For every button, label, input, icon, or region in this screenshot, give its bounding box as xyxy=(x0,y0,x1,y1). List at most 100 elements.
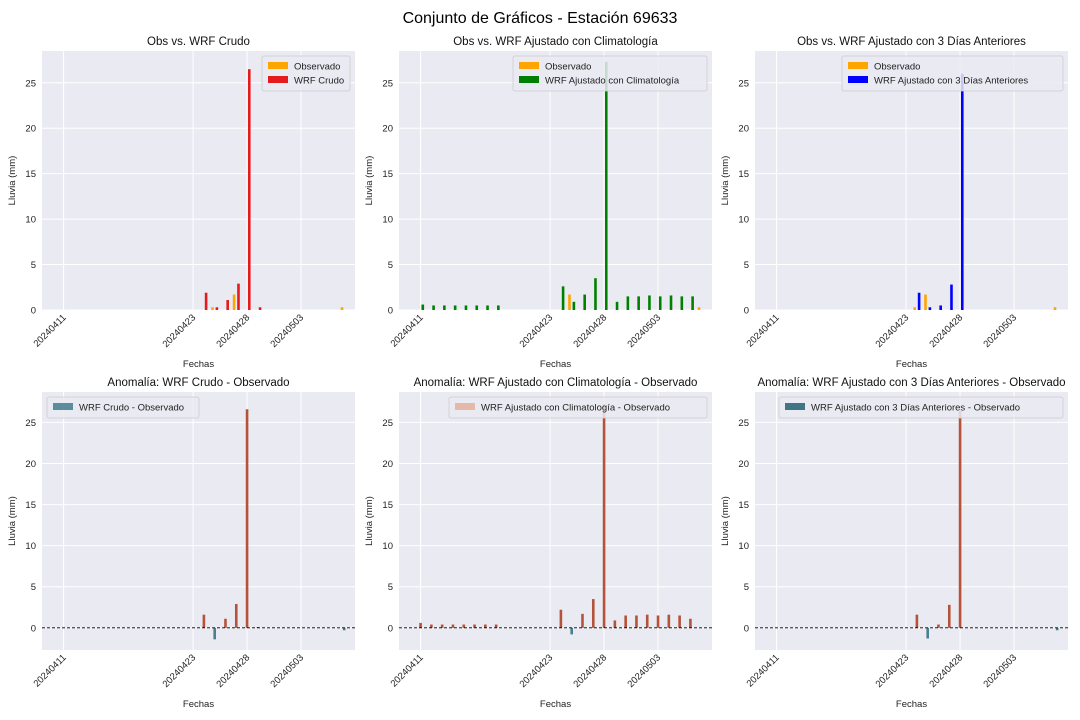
p1-bar-wrf xyxy=(204,292,208,310)
p1-bar-wrf xyxy=(215,307,219,310)
p1-ytick-label: 0 xyxy=(31,306,36,317)
p2-bar-observado xyxy=(697,307,701,310)
p5-legend-box xyxy=(448,396,708,419)
p6-ytick-label: 25 xyxy=(738,418,749,429)
p2-bar-observado xyxy=(568,294,571,310)
p4-legend: WRF Crudo - Observado xyxy=(46,396,200,419)
p6-legend: WRF Ajustado con 3 Días Anteriores - Obs… xyxy=(778,396,1064,419)
p6-xtick-label: 20240428 xyxy=(928,652,966,690)
p3-xlabel: Fechas xyxy=(896,359,927,370)
p5-bar-anomaly xyxy=(624,615,627,628)
p4-bar-anomaly xyxy=(342,627,346,631)
p5-ytick-label: 20 xyxy=(382,459,393,470)
p1-xtick-label: 20240423 xyxy=(161,312,199,350)
p3-legend: Observado WRF Ajustado con 3 Días Anterio… xyxy=(841,55,1064,92)
p4-bar-anomaly xyxy=(213,627,216,640)
p1-legend-label: WRF Crudo xyxy=(294,76,344,87)
p5-legend: WRF Ajustado con Climatología - Observad… xyxy=(448,396,708,419)
p6-bar-anomaly xyxy=(926,627,929,639)
p5-ytick-label: 15 xyxy=(382,500,393,511)
p5-bar-anomaly xyxy=(419,622,422,628)
p5-bar-anomaly xyxy=(570,627,573,635)
p6-ytick-label: 15 xyxy=(738,500,749,511)
p1-plot-area xyxy=(42,51,355,310)
p1-xtick-label: 20240503 xyxy=(268,312,306,350)
p3-xtick-label: 20240411 xyxy=(745,312,782,349)
p5-bar-anomaly xyxy=(494,624,498,628)
p2-bar-wrf xyxy=(583,294,586,310)
p4-ytick-label: 25 xyxy=(25,418,36,429)
p1-ytick-label: 20 xyxy=(25,124,36,135)
p4-ytick-label: 0 xyxy=(31,623,36,634)
p6-chart: 0 5 10 15 20 25 20240411 20240423 20240428 202405… xyxy=(720,377,1068,710)
p2-bar-wrf xyxy=(680,296,684,310)
p2-bar-wrf xyxy=(432,305,435,310)
p1-title: Obs vs. WRF Crudo xyxy=(147,36,250,48)
p4-legend-box xyxy=(46,396,200,419)
p2-legend-swatch xyxy=(519,62,539,69)
p5-xlabel: Fechas xyxy=(540,699,571,710)
p3-title: Obs vs. WRF Ajustado con 3 Días Anterior… xyxy=(797,36,1026,48)
p2-xtick-label: 20240423 xyxy=(518,312,556,350)
p5-bar-anomaly xyxy=(462,624,466,628)
p4-chart: 0 5 10 15 20 25 20240411 20240423 20240428 202405… xyxy=(7,377,355,710)
p5-bar-anomaly xyxy=(440,624,444,628)
p4-ylabel: Lluvia (mm) xyxy=(7,496,18,546)
p5-chart: 0 5 10 15 20 25 20240411 20240423 20240428 202405… xyxy=(364,377,712,710)
p1-ytick-label: 10 xyxy=(25,215,36,226)
p2-bar-wrf xyxy=(669,295,673,310)
p5-bar-anomaly xyxy=(559,609,563,628)
p3-bar-observado xyxy=(924,294,927,310)
p2-xtick-label: 20240503 xyxy=(625,312,663,350)
p3-chart: 0 5 10 15 20 25 20240411 20240423 20240428 202405… xyxy=(720,36,1068,370)
p4-bar-anomaly xyxy=(245,409,249,628)
p1-xtick-label: 20240428 xyxy=(215,312,253,350)
p2-plot-area xyxy=(399,51,712,310)
p2-ylabel: Lluvia (mm) xyxy=(364,156,375,206)
p3-bar-observado xyxy=(913,307,916,310)
p5-bar-anomaly xyxy=(645,614,649,628)
p1-legend-swatch xyxy=(268,62,288,69)
p2-bar-wrf xyxy=(594,278,597,310)
p2-bar-wrf xyxy=(475,305,479,310)
p1-xlabel: Fechas xyxy=(183,359,214,370)
p1-legend-label: Observado xyxy=(294,62,340,73)
p4-xtick-label: 20240411 xyxy=(32,652,69,689)
p2-bar-wrf xyxy=(561,286,565,310)
p2-bar-wrf xyxy=(486,305,489,310)
p2-xlabel: Fechas xyxy=(540,359,571,370)
p4-legend-label: WRF Crudo - Observado xyxy=(79,403,184,414)
p2-ytick-label: 25 xyxy=(382,78,393,89)
p6-bar-anomaly xyxy=(958,410,962,628)
p2-xtick-label: 20240428 xyxy=(572,312,610,350)
p3-ytick-label: 5 xyxy=(744,260,749,271)
p2-bar-wrf xyxy=(637,296,640,310)
p2-ytick-label: 0 xyxy=(388,306,393,317)
p1-bar-wrf xyxy=(247,69,251,311)
p3-bar-wrf xyxy=(950,284,953,310)
p1-legend: Observado WRF Crudo xyxy=(261,55,351,92)
p2-bar-wrf xyxy=(572,301,576,310)
p4-ytick-label: 20 xyxy=(25,459,36,470)
p1-legend-swatch xyxy=(268,76,288,83)
p6-legend-label: WRF Ajustado con 3 Días Anteriores - Obs… xyxy=(811,403,1020,414)
p5-bar-anomaly xyxy=(613,620,617,628)
p2-bar-wrf xyxy=(658,296,662,310)
p3-plot-area xyxy=(755,51,1068,310)
p3-legend-swatch xyxy=(848,76,868,83)
p1-chart: 0 5 10 15 20 25 20240411 20240423 20240428 202405… xyxy=(7,36,355,370)
p2-legend-swatch xyxy=(519,76,539,83)
p5-legend-label: WRF Ajustado con Climatología - Observad… xyxy=(481,403,670,414)
p5-bar-anomaly xyxy=(591,599,595,628)
p6-bar-anomaly xyxy=(1055,627,1059,631)
p1-ylabel: Lluvia (mm) xyxy=(7,156,18,206)
p3-bar-wrf xyxy=(917,292,921,310)
p5-bar-anomaly xyxy=(581,613,584,628)
p3-ytick-label: 25 xyxy=(738,78,749,89)
p2-legend: Observado WRF Ajustado con Climatología xyxy=(512,55,708,92)
p2-title: Obs vs. WRF Ajustado con Climatología xyxy=(453,36,658,48)
p1-bar-observado xyxy=(340,307,344,310)
p2-bar-wrf xyxy=(604,61,608,310)
p4-ytick-label: 10 xyxy=(25,541,36,552)
